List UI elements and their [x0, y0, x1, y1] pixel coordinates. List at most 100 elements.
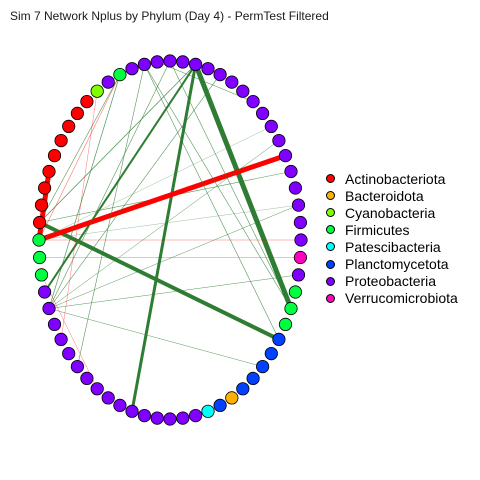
edge-14: [48, 204, 299, 309]
node-25: [246, 371, 260, 385]
node-8: [255, 106, 270, 121]
edge-17: [48, 60, 171, 309]
node-0: [163, 54, 177, 68]
edge-22: [157, 61, 254, 102]
node-5: [225, 75, 239, 89]
node-38: [90, 382, 104, 396]
edge-12: [48, 74, 221, 309]
legend-swatch: [326, 208, 335, 218]
node-27: [225, 391, 239, 405]
edge-19: [144, 64, 280, 340]
node-45: [37, 285, 52, 299]
node-58: [90, 84, 104, 98]
legend-swatch: [326, 225, 335, 235]
nodes-layer: [32, 54, 308, 426]
edge-2: [43, 63, 197, 293]
node-2: [189, 57, 203, 72]
node-3: [201, 62, 215, 76]
node-32: [163, 412, 177, 426]
node-49: [32, 215, 47, 230]
edge-0: [193, 63, 294, 310]
node-7: [246, 95, 260, 109]
legend-swatch: [326, 259, 335, 269]
edge-9: [38, 74, 121, 241]
legend-label: Actinobacteriota: [345, 170, 446, 187]
legend-item: Verrucomicrobiota: [326, 290, 458, 307]
legend-label: Bacteroidota: [345, 187, 424, 204]
legend-swatch: [326, 191, 335, 201]
node-1: [176, 55, 190, 69]
node-11: [278, 149, 293, 163]
node-35: [125, 404, 139, 418]
edge-21: [169, 60, 292, 309]
legend-swatch: [326, 276, 335, 286]
node-6: [236, 84, 250, 98]
node-28: [213, 398, 227, 412]
node-60: [113, 68, 127, 82]
node-21: [278, 317, 293, 331]
node-30: [189, 408, 203, 423]
legend-swatch: [326, 174, 335, 184]
legend-label: Firmicutes: [345, 221, 410, 238]
edge-8: [38, 153, 287, 243]
node-55: [62, 119, 76, 134]
edge-1: [130, 64, 198, 412]
edge-23: [60, 91, 98, 340]
legend: Actinobacteriota Bacteroidota Cyanobacteri…: [326, 170, 458, 307]
node-17: [293, 250, 307, 265]
node-33: [150, 411, 164, 425]
node-41: [62, 346, 76, 361]
node-15: [293, 215, 307, 230]
legend-item: Cyanobacteria: [326, 204, 458, 221]
node-18: [291, 268, 306, 282]
edges-layer: [36, 60, 301, 412]
node-37: [101, 391, 115, 405]
edge-16: [48, 308, 263, 367]
edge-20: [144, 64, 292, 309]
node-51: [37, 181, 52, 195]
node-56: [70, 106, 85, 121]
legend-label: Cyanobacteria: [345, 204, 436, 221]
node-19: [288, 285, 302, 299]
node-9: [264, 119, 278, 134]
node-29: [201, 404, 215, 418]
edge-6: [39, 74, 121, 223]
legend-item: Bacteroidota: [326, 187, 458, 204]
node-13: [288, 181, 302, 195]
legend-item: Patescibacteria: [326, 238, 458, 255]
edge-13: [48, 140, 280, 309]
node-14: [291, 198, 306, 212]
legend-label: Verrucomicrobiota: [345, 290, 458, 307]
node-50: [34, 198, 49, 212]
legend-swatch: [326, 293, 335, 303]
node-12: [284, 164, 298, 179]
edge-27: [38, 204, 299, 241]
node-20: [284, 301, 298, 316]
node-63: [150, 55, 164, 69]
node-39: [80, 371, 94, 385]
legend-item: Firmicutes: [326, 221, 458, 238]
edge-18: [77, 64, 145, 367]
edge-15: [48, 274, 299, 309]
page-title: Sim 7 Network Nplus by Phylum (Day 4) - …: [10, 9, 329, 23]
node-36: [113, 398, 127, 412]
node-42: [54, 332, 68, 346]
node-62: [137, 57, 151, 72]
legend-label: Patescibacteria: [345, 238, 441, 255]
node-16: [294, 233, 308, 247]
node-46: [34, 268, 49, 282]
edge-11: [48, 74, 121, 309]
node-43: [47, 317, 62, 331]
node-31: [176, 411, 190, 425]
node-48: [32, 233, 46, 247]
node-57: [80, 95, 94, 109]
legend-swatch: [326, 242, 335, 252]
node-26: [236, 382, 250, 396]
node-23: [264, 346, 278, 361]
node-22: [272, 332, 286, 346]
edge-3: [38, 220, 280, 342]
node-34: [137, 408, 151, 423]
legend-label: Planctomycetota: [345, 256, 449, 273]
legend-item: Actinobacteriota: [326, 170, 458, 187]
